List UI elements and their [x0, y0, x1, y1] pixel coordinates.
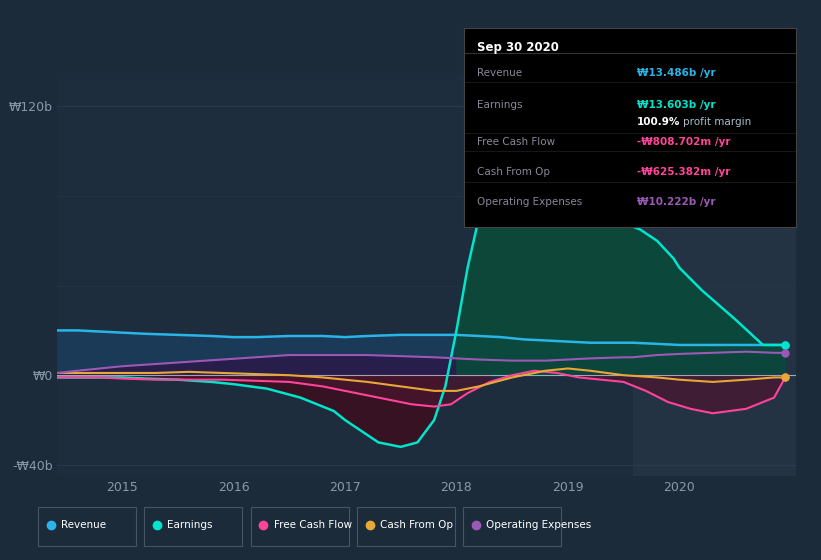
Text: ₩13.486b /yr: ₩13.486b /yr	[637, 68, 715, 78]
Text: Free Cash Flow: Free Cash Flow	[477, 137, 555, 147]
Text: Cash From Op: Cash From Op	[477, 167, 550, 177]
Text: Operating Expenses: Operating Expenses	[486, 520, 592, 530]
Text: -₩808.702m /yr: -₩808.702m /yr	[637, 137, 730, 147]
Bar	[632, 73, 796, 476]
Text: Revenue: Revenue	[61, 520, 106, 530]
Text: ₩13.603b /yr: ₩13.603b /yr	[637, 100, 715, 110]
Text: Earnings: Earnings	[167, 520, 213, 530]
Text: Earnings: Earnings	[477, 100, 523, 110]
FancyBboxPatch shape	[463, 507, 561, 546]
Text: Revenue: Revenue	[477, 68, 522, 78]
Text: Free Cash Flow: Free Cash Flow	[273, 520, 352, 530]
Text: Sep 30 2020: Sep 30 2020	[477, 41, 559, 54]
Text: 100.9%: 100.9%	[637, 118, 680, 128]
Text: ₩10.222b /yr: ₩10.222b /yr	[637, 197, 715, 207]
FancyBboxPatch shape	[251, 507, 348, 546]
FancyBboxPatch shape	[357, 507, 455, 546]
Text: Operating Expenses: Operating Expenses	[477, 197, 582, 207]
Text: Cash From Op: Cash From Op	[380, 520, 453, 530]
Text: -₩625.382m /yr: -₩625.382m /yr	[637, 167, 730, 177]
FancyBboxPatch shape	[38, 507, 135, 546]
FancyBboxPatch shape	[144, 507, 242, 546]
Text: profit margin: profit margin	[683, 118, 751, 128]
